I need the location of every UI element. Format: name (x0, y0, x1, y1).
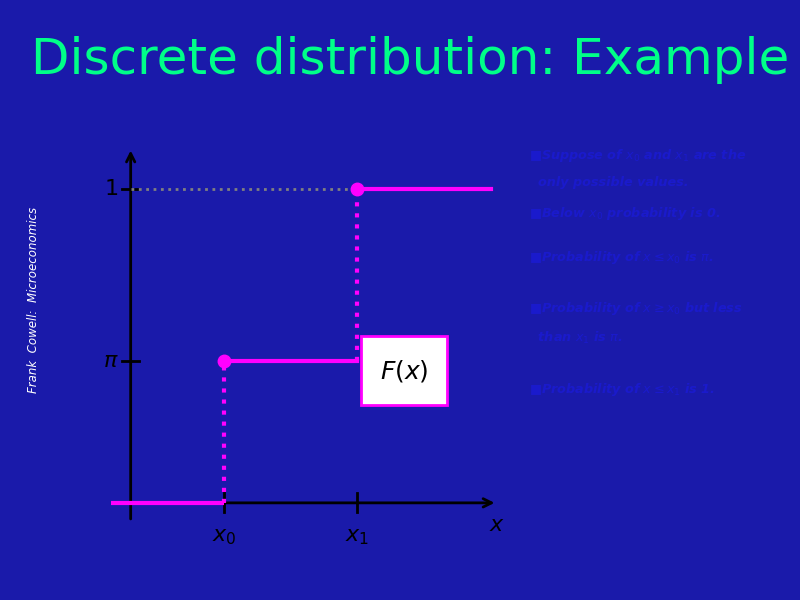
Text: than $x_1$ is $\pi$.: than $x_1$ is $\pi$. (530, 329, 622, 346)
Text: $\blacksquare$Probability of $x \leq x_0$ is $\pi$.: $\blacksquare$Probability of $x \leq x_0… (530, 249, 714, 266)
Text: $\pi$: $\pi$ (103, 352, 118, 371)
Text: $x$: $x$ (490, 515, 506, 535)
Text: $\blacksquare$Suppose of $x_0$ and $x_1$ are the: $\blacksquare$Suppose of $x_0$ and $x_1$… (530, 146, 746, 164)
Text: $x_0$: $x_0$ (212, 527, 236, 547)
Text: Discrete distribution: Example 1: Discrete distribution: Example 1 (31, 36, 800, 84)
Text: only possible values.: only possible values. (530, 176, 689, 189)
Text: $\blacksquare$Below $x_0$ probability is 0.: $\blacksquare$Below $x_0$ probability is… (530, 205, 721, 222)
Text: Frank  Cowell:  Microeconomics: Frank Cowell: Microeconomics (27, 207, 41, 393)
Text: $1$: $1$ (104, 179, 118, 199)
Text: $x_1$: $x_1$ (346, 527, 370, 547)
Text: $\blacksquare$Probability of $x \geq x_0$ but less: $\blacksquare$Probability of $x \geq x_0… (530, 301, 743, 317)
Text: $F(x)$: $F(x)$ (380, 358, 428, 384)
Text: $\blacksquare$Probability of $x \leq x_1$ is 1.: $\blacksquare$Probability of $x \leq x_1… (530, 381, 715, 398)
FancyBboxPatch shape (361, 336, 447, 406)
